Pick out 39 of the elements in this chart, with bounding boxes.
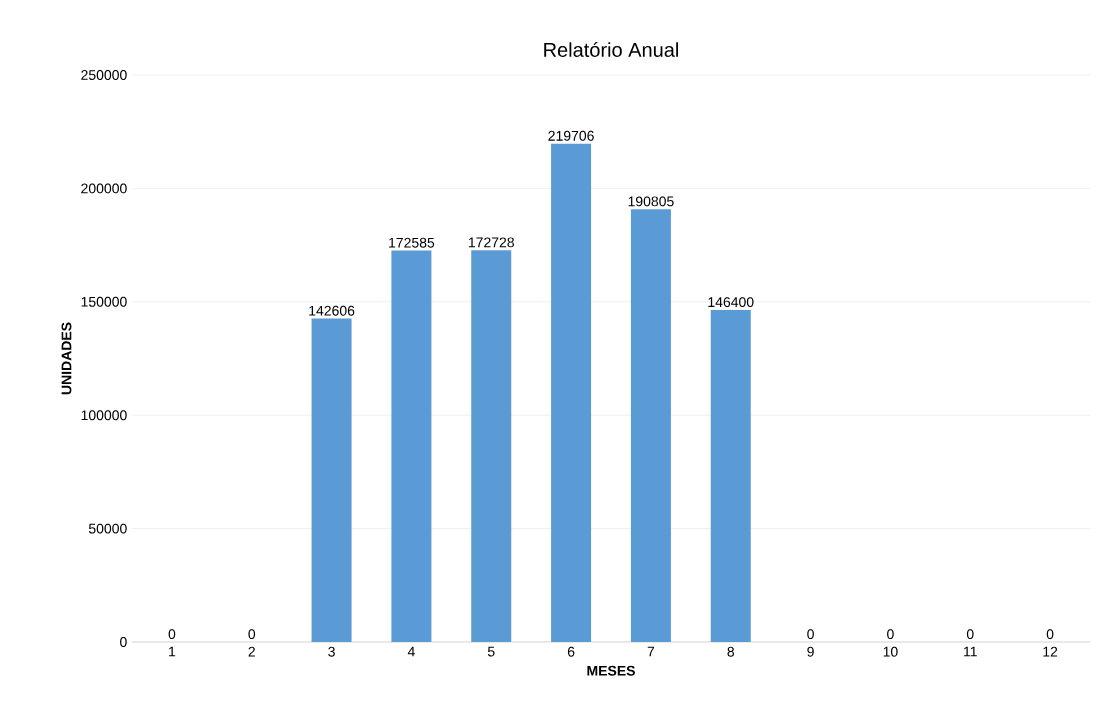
bar <box>710 309 751 642</box>
bar <box>551 143 592 642</box>
chart-title: Relatório Anual <box>544 42 678 57</box>
data-label: 190805 <box>628 196 674 207</box>
bar <box>630 209 671 642</box>
data-label: 219706 <box>548 130 594 141</box>
x-tick-label: 6 <box>567 646 575 657</box>
x-tick-label: 8 <box>727 646 735 657</box>
data-label: 0 <box>168 629 176 640</box>
data-label: 146400 <box>708 297 754 308</box>
x-tick-label: 1 <box>169 646 176 657</box>
bar <box>391 250 432 642</box>
data-label: 172585 <box>389 237 435 248</box>
y-tick-label: 250000 <box>81 70 127 80</box>
x-tick-label: 3 <box>328 646 335 657</box>
y-tick-label: 200000 <box>81 183 127 194</box>
y-tick-label: 0 <box>120 637 127 647</box>
x-tick-label: 7 <box>647 646 655 657</box>
x-tick-label: 2 <box>248 646 255 657</box>
data-label: 0 <box>807 629 814 640</box>
x-tick-label: 4 <box>407 646 415 657</box>
x-tick-label: 12 <box>1043 646 1058 657</box>
data-label: 0 <box>1046 629 1054 640</box>
x-tick-label: 9 <box>807 646 814 657</box>
bar <box>471 250 512 642</box>
x-tick-label: 11 <box>964 646 977 657</box>
data-label: 0 <box>248 629 256 640</box>
y-tick-label: 50000 <box>88 523 127 534</box>
data-label: 0 <box>966 629 974 640</box>
x-tick-label: 10 <box>883 646 898 657</box>
x-axis-title: MESES <box>587 665 635 676</box>
data-label: 0 <box>887 629 894 640</box>
y-tick-label: 150000 <box>81 296 127 307</box>
data-label: 172728 <box>468 237 514 248</box>
x-tick-label: 5 <box>487 646 495 657</box>
data-label: 142606 <box>309 305 355 316</box>
bar <box>311 318 352 642</box>
y-axis-title: UNIDADES <box>61 322 72 395</box>
y-tick-label: 100000 <box>81 410 127 421</box>
